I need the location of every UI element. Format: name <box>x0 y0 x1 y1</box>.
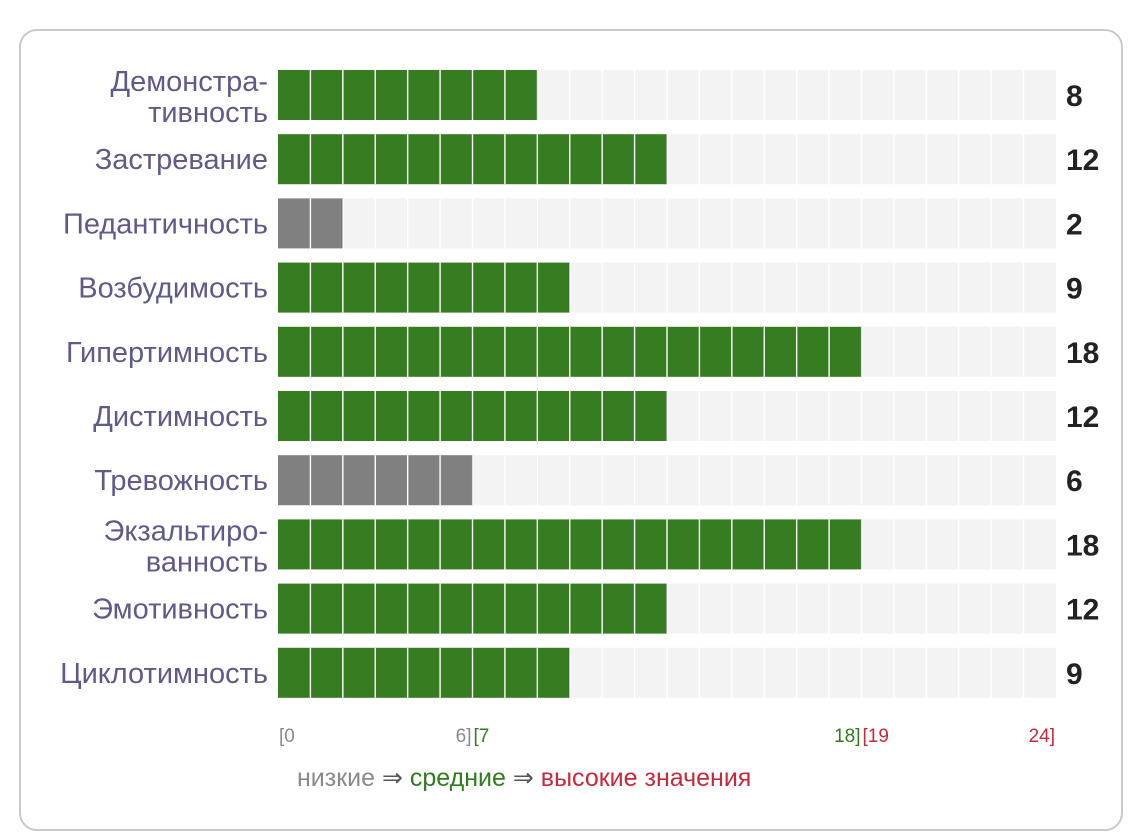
legend-arrow-1: ⇒ <box>382 764 403 792</box>
range-label: 18] <box>834 726 860 747</box>
category-label-line: Экзальтиро- <box>104 515 268 547</box>
value-label: 18 <box>1066 337 1099 370</box>
value-label: 12 <box>1066 594 1099 627</box>
legend-high: высокие значения <box>540 764 752 792</box>
value-label: 12 <box>1066 401 1099 434</box>
category-label-line: Демонстра- <box>110 66 268 98</box>
category-label: Экзальтиро-ванность <box>104 515 268 578</box>
value-label: 8 <box>1066 80 1083 113</box>
category-label-line: тивность <box>148 97 268 129</box>
category-label: Циклотимность <box>60 658 268 690</box>
value-label: 12 <box>1066 144 1099 177</box>
value-label: 2 <box>1066 208 1083 241</box>
category-label-line: Эмотивность <box>92 594 268 626</box>
legend-mid: средние <box>409 764 506 792</box>
value-label: 9 <box>1066 273 1083 306</box>
category-label: Возбудимость <box>78 273 268 305</box>
value-label: 18 <box>1066 529 1099 562</box>
category-label: Застревание <box>95 144 268 176</box>
bar-row: Возбудимость 9 <box>78 262 1083 313</box>
category-label-line: Застревание <box>95 144 268 176</box>
bar-row: Застревание 12 <box>95 134 1099 185</box>
value-label: 9 <box>1066 658 1083 691</box>
bar <box>278 647 570 698</box>
value-label: 6 <box>1066 465 1083 498</box>
category-label-line: Возбудимость <box>78 273 268 305</box>
category-label: Педантичность <box>63 208 268 240</box>
range-label: [7 <box>474 726 490 747</box>
category-label: Гипертимность <box>66 337 268 369</box>
category-label-line: Тревожность <box>94 465 268 497</box>
bar-row: Эмотивность 12 <box>92 583 1099 634</box>
category-label: Тревожность <box>94 465 268 497</box>
category-label: Демонстра-тивность <box>110 66 268 129</box>
category-label-line: Дистимность <box>93 401 268 433</box>
legend-low: низкие <box>297 764 376 792</box>
range-label: [0 <box>279 726 295 747</box>
range-label: 6] <box>456 726 472 747</box>
category-label-line: Гипертимность <box>66 337 268 369</box>
bar-row: Дистимность 12 <box>93 391 1099 441</box>
category-label-line: Циклотимность <box>60 658 268 690</box>
category-label-line: Педантичность <box>63 208 268 240</box>
bar-row: Демонстра-тивность 8 <box>110 66 1082 129</box>
category-label-line: ванность <box>146 546 268 578</box>
legend-arrow-2: ⇒ <box>512 764 534 792</box>
category-label: Эмотивность <box>92 594 268 626</box>
range-label: 24] <box>1029 726 1055 747</box>
bar <box>278 262 570 313</box>
bar-row: Циклотимность 9 <box>60 647 1083 698</box>
bar-row: Гипертимность 18 <box>66 326 1099 377</box>
bar-row: Тревожность 6 <box>94 455 1083 506</box>
bar-row: Педантичность 2 <box>63 198 1083 249</box>
range-label: [19 <box>863 726 889 747</box>
category-label: Дистимность <box>93 401 268 433</box>
bar-chart: Демонстра-тивность 8 Застревание 12 Педантич… <box>60 66 1100 747</box>
bar-row: Экзальтиро-ванность 18 <box>104 515 1100 578</box>
